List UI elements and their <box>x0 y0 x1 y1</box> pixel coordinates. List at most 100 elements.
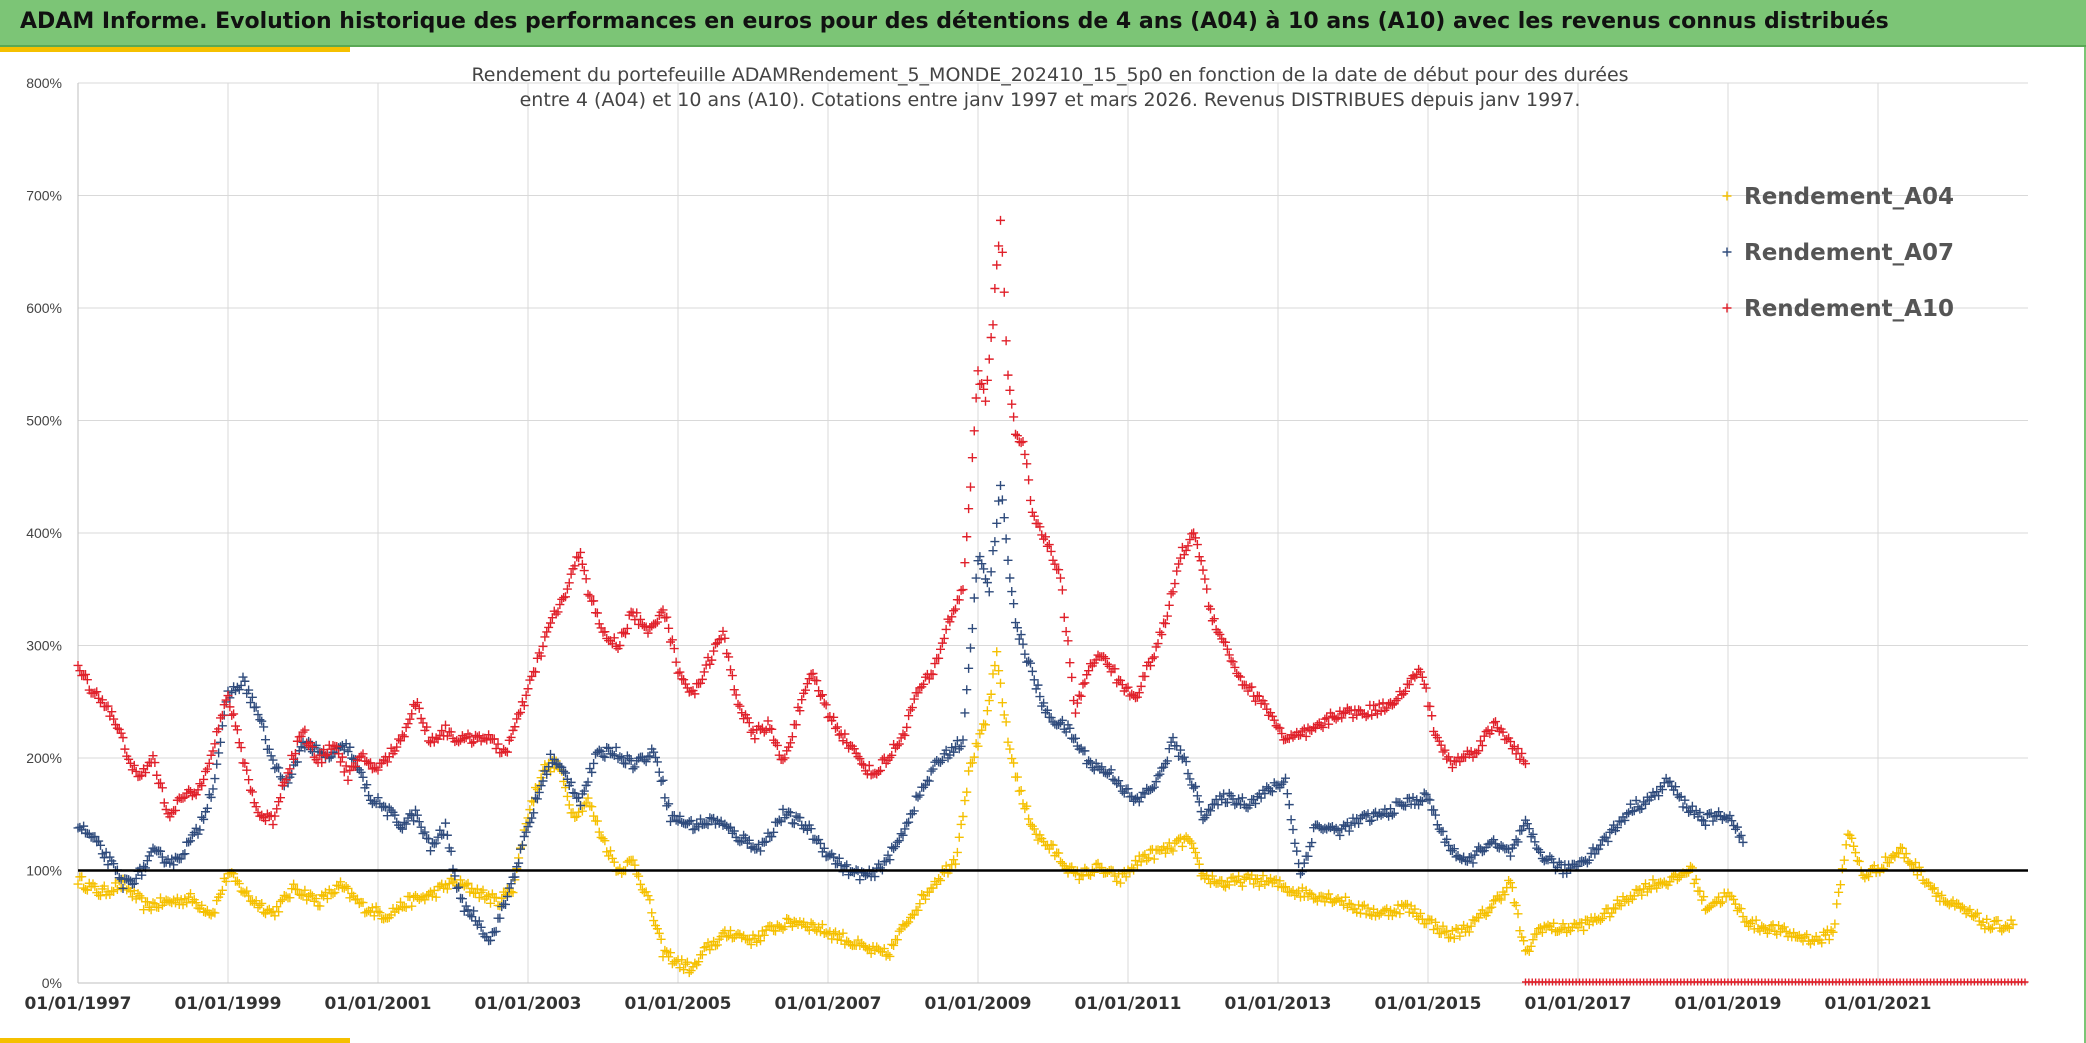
data-point <box>701 819 711 829</box>
header-banner: ADAM Informe. Evolution historique des p… <box>0 0 2086 47</box>
data-point <box>208 784 218 794</box>
data-point <box>1237 793 1247 803</box>
data-point <box>354 899 364 909</box>
data-point <box>1397 800 1407 810</box>
data-point <box>662 801 672 811</box>
data-point <box>746 940 756 950</box>
data-point <box>1284 734 1294 744</box>
data-point <box>979 719 989 729</box>
data-point <box>1044 540 1054 550</box>
data-point <box>1230 662 1240 672</box>
data-point <box>364 759 374 769</box>
data-point <box>1341 707 1350 717</box>
data-point <box>407 709 417 719</box>
data-point <box>519 831 529 841</box>
data-point <box>1468 752 1478 762</box>
data-point <box>322 749 332 759</box>
data-point <box>1344 898 1354 908</box>
data-point <box>332 742 342 752</box>
data-point <box>1110 664 1120 674</box>
data-point <box>420 895 430 905</box>
y-axis: 0% 100% 200% 300% 400% 500% 600% 700% 800% <box>26 75 62 991</box>
data-point <box>744 718 754 728</box>
data-point <box>658 605 668 615</box>
data-point <box>962 685 972 695</box>
data-point <box>787 732 797 742</box>
data-point <box>1254 691 1264 701</box>
data-point <box>705 659 715 669</box>
data-point <box>947 612 957 622</box>
data-point <box>1192 540 1202 550</box>
data-point <box>1477 741 1487 751</box>
data-point <box>1136 857 1146 867</box>
data-point <box>632 608 642 618</box>
data-point <box>842 860 852 870</box>
y-tick-label: 300% <box>26 638 62 654</box>
data-point <box>583 777 593 787</box>
data-point <box>1123 682 1133 692</box>
data-point <box>997 247 1007 257</box>
data-point <box>221 695 231 705</box>
data-point <box>345 893 355 903</box>
data-point <box>864 761 874 771</box>
data-point <box>1732 906 1742 916</box>
data-point <box>1009 758 1019 768</box>
data-point <box>253 710 263 720</box>
data-point <box>690 824 700 834</box>
data-point <box>592 608 602 618</box>
data-point <box>516 707 525 717</box>
data-point <box>195 825 205 835</box>
data-point <box>1207 871 1217 881</box>
data-point <box>529 808 539 818</box>
data-point <box>986 333 996 343</box>
data-point <box>165 812 175 822</box>
data-point <box>506 879 516 889</box>
data-point <box>148 751 158 761</box>
data-point <box>1387 810 1397 820</box>
data-point <box>1003 370 1013 380</box>
data-point <box>619 758 629 768</box>
data-point <box>118 733 128 743</box>
data-point <box>1569 859 1579 869</box>
data-point <box>726 926 735 936</box>
data-point <box>681 679 690 689</box>
data-point <box>1986 924 1995 934</box>
data-point <box>1324 719 1334 729</box>
data-point <box>1376 810 1386 820</box>
data-point <box>126 886 135 896</box>
data-point <box>1155 769 1165 779</box>
data-point <box>1821 930 1830 940</box>
data-point <box>302 739 312 749</box>
data-point <box>459 906 469 916</box>
data-point <box>744 835 754 845</box>
data-point <box>626 607 636 617</box>
data-point <box>433 734 443 744</box>
data-point <box>197 781 207 791</box>
data-point <box>486 935 495 945</box>
data-point <box>300 885 310 895</box>
data-point <box>1007 399 1017 409</box>
data-point <box>1731 824 1740 834</box>
data-point <box>936 757 945 767</box>
data-point <box>1101 654 1110 664</box>
data-point <box>268 820 278 830</box>
data-point <box>967 453 977 463</box>
data-point <box>1971 910 1980 920</box>
data-point <box>1380 705 1390 715</box>
data-point <box>720 819 730 829</box>
x-tick-label: 01/01/2015 <box>1374 994 1481 1014</box>
data-point <box>864 943 874 953</box>
data-point <box>1464 927 1474 937</box>
data-point <box>234 738 244 748</box>
data-point <box>673 668 683 678</box>
data-point <box>1809 936 1819 946</box>
data-point <box>737 933 747 943</box>
data-point <box>92 687 102 697</box>
data-point <box>142 897 152 907</box>
data-point <box>729 826 739 836</box>
data-point <box>1359 810 1369 820</box>
data-point <box>542 769 552 779</box>
data-point <box>932 879 942 889</box>
data-point <box>1224 650 1234 660</box>
data-point <box>339 745 349 755</box>
